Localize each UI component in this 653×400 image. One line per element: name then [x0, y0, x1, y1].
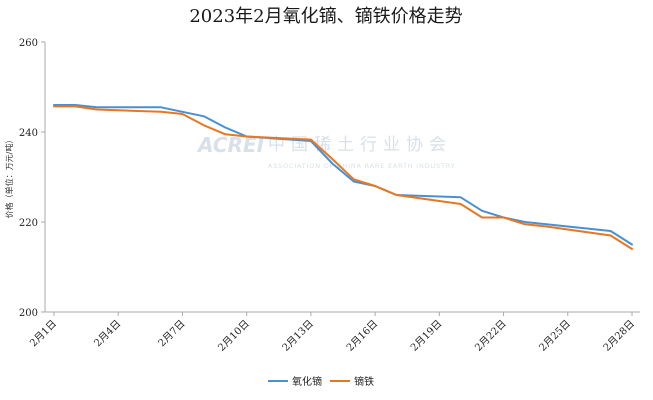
chart-title: 2023年2月氧化镝、镝铁价格走势	[189, 6, 462, 27]
x-tick-label: 2月25日	[537, 318, 573, 354]
x-tick-label: 2月1日	[27, 318, 59, 350]
series-line-1	[53, 105, 633, 250]
series-line-0	[53, 104, 633, 246]
x-tick-label: 2月7日	[156, 318, 188, 350]
x-tick-label: 2月22日	[473, 318, 509, 354]
y-tick-label: 220	[19, 218, 38, 229]
y-tick-label: 240	[19, 128, 38, 139]
x-tick-label: 2月10日	[216, 318, 252, 354]
y-tick-label: 200	[19, 308, 38, 319]
watermark-en-name: ASSOCIATION OF CHINA RARE EARTH INDUSTRY	[268, 162, 455, 170]
y-axis-label: 价格（单位：万元/吨）	[4, 136, 14, 219]
x-tick-label: 2月28日	[601, 318, 637, 354]
legend-label-1: 镝铁	[354, 375, 374, 388]
x-tick-label: 2月19日	[408, 318, 444, 354]
y-tick-label: 260	[19, 38, 38, 49]
x-tick-label: 2月4日	[92, 318, 124, 350]
x-tick-label: 2月13日	[280, 318, 316, 354]
x-tick-label: 2月16日	[344, 318, 380, 354]
legend-label-0: 氧化镝	[292, 375, 322, 388]
